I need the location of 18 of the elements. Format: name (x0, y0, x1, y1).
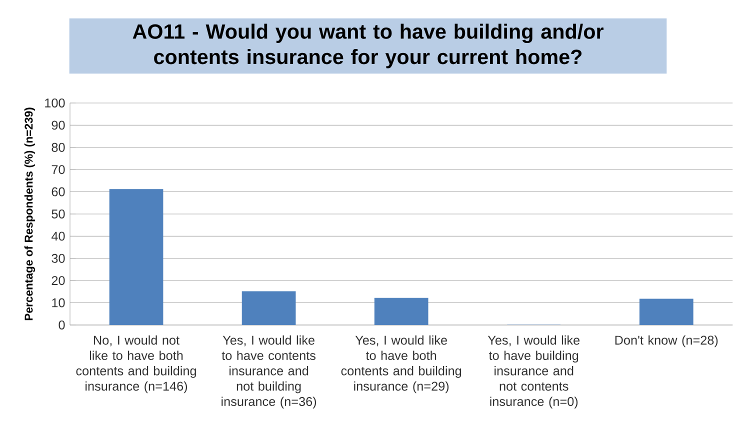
x-tick-label: Don't know (n=28) (615, 335, 718, 348)
y-tick-label: 90 (52, 120, 65, 130)
x-tick-label: Yes, I would like to have contents insurance and not building insurance (n=36) (222, 335, 316, 409)
y-tick-label: 30 (52, 254, 65, 263)
y-tick-label: 70 (52, 165, 65, 174)
y-tick-label: 50 (52, 210, 65, 218)
x-tick-label: No, I would not like to have both contents and building insurance (n=146) (76, 335, 196, 394)
y-tick-label: 10 (52, 298, 65, 308)
y-tick-label: 40 (52, 232, 65, 241)
y-tick-label: 60 (52, 187, 65, 196)
chart-title: AO11 - Would you want to have building and/or contents insurance for your current home? (132, 24, 604, 68)
x-tick-label: Yes, I would like to have both contents and building insurance (n=29) (341, 335, 462, 394)
y-tick-label: 100 (45, 98, 65, 108)
y-axis-title: Percentage of Respondents (%) (n=239) (24, 108, 36, 320)
y-tick-label: 20 (52, 276, 65, 286)
x-tick-label: Yes, I would like to have building insurance and not contents insurance (n=0) (488, 335, 580, 409)
y-tick-label: 80 (52, 142, 65, 152)
y-tick-label: 0 (58, 320, 65, 330)
